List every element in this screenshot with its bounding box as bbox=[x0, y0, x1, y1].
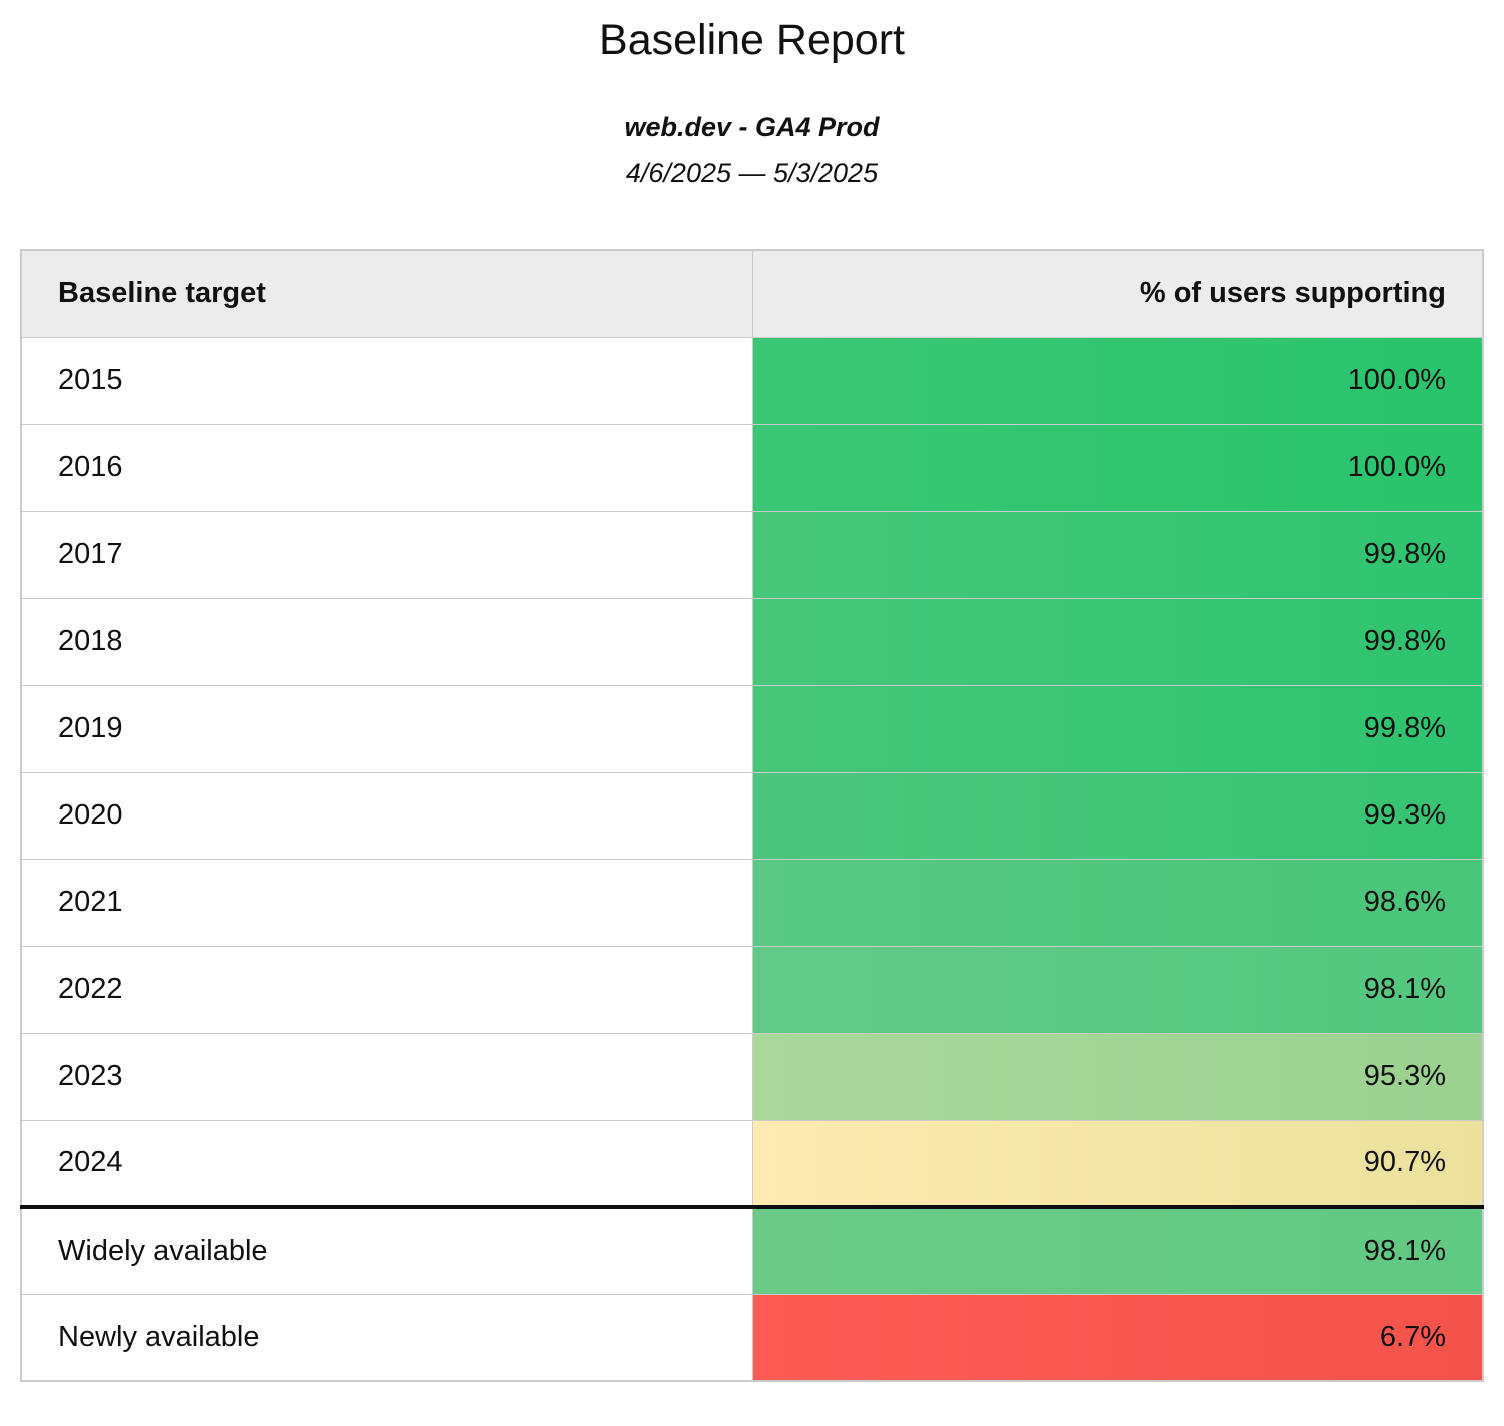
baseline-target-cell: Newly available bbox=[20, 1293, 753, 1382]
table-row: 2023 95.3% bbox=[20, 1032, 1484, 1121]
percent-supporting-cell: 98.1% bbox=[751, 945, 1484, 1034]
report-date-range: 4/6/2025 — 5/3/2025 bbox=[625, 157, 879, 188]
table-row: 2018 99.8% bbox=[20, 597, 1484, 686]
table-row: Widely available 98.1% bbox=[20, 1205, 1484, 1295]
table-header: Baseline target % of users supporting bbox=[20, 249, 1484, 338]
table-row: 2016 100.0% bbox=[20, 423, 1484, 512]
table-body: 2015 100.0% 2016 100.0% 2017 99.8% 2018 … bbox=[20, 336, 1484, 1382]
baseline-target-cell: 2020 bbox=[20, 771, 753, 860]
percent-supporting-cell: 100.0% bbox=[751, 423, 1484, 512]
baseline-target-cell: 2017 bbox=[20, 510, 753, 599]
baseline-target-cell: 2019 bbox=[20, 684, 753, 773]
percent-supporting-cell: 98.1% bbox=[751, 1205, 1484, 1295]
baseline-target-cell: 2022 bbox=[20, 945, 753, 1034]
table-row: 2021 98.6% bbox=[20, 858, 1484, 947]
report-subtitle: web.dev - GA4 Prod bbox=[624, 112, 880, 143]
table-row: 2020 99.3% bbox=[20, 771, 1484, 860]
percent-supporting-cell: 100.0% bbox=[751, 336, 1484, 425]
table-row: 2024 90.7% bbox=[20, 1119, 1484, 1208]
baseline-target-cell: Widely available bbox=[20, 1205, 753, 1295]
baseline-target-cell: 2024 bbox=[20, 1119, 753, 1208]
percent-supporting-cell: 95.3% bbox=[751, 1032, 1484, 1121]
table-row: Newly available 6.7% bbox=[20, 1293, 1484, 1382]
table-row: 2015 100.0% bbox=[20, 336, 1484, 425]
percent-supporting-cell: 99.8% bbox=[751, 597, 1484, 686]
baseline-target-cell: 2021 bbox=[20, 858, 753, 947]
percent-supporting-cell: 6.7% bbox=[751, 1293, 1484, 1382]
baseline-target-cell: 2016 bbox=[20, 423, 753, 512]
page-title: Baseline Report bbox=[599, 16, 905, 64]
column-header-percent-users-supporting: % of users supporting bbox=[751, 249, 1484, 338]
percent-supporting-cell: 99.8% bbox=[751, 684, 1484, 773]
baseline-target-cell: 2015 bbox=[20, 336, 753, 425]
percent-supporting-cell: 98.6% bbox=[751, 858, 1484, 947]
baseline-target-cell: 2023 bbox=[20, 1032, 753, 1121]
percent-supporting-cell: 99.8% bbox=[751, 510, 1484, 599]
percent-supporting-cell: 90.7% bbox=[751, 1119, 1484, 1208]
table-header-row: Baseline target % of users supporting bbox=[20, 249, 1484, 338]
table-row: 2017 99.8% bbox=[20, 510, 1484, 599]
percent-supporting-cell: 99.3% bbox=[751, 771, 1484, 860]
column-header-baseline-target: Baseline target bbox=[20, 249, 753, 338]
table-row: 2022 98.1% bbox=[20, 945, 1484, 1034]
baseline-target-cell: 2018 bbox=[20, 597, 753, 686]
baseline-table: Baseline target % of users supporting 20… bbox=[20, 249, 1484, 1383]
table-row: 2019 99.8% bbox=[20, 684, 1484, 773]
